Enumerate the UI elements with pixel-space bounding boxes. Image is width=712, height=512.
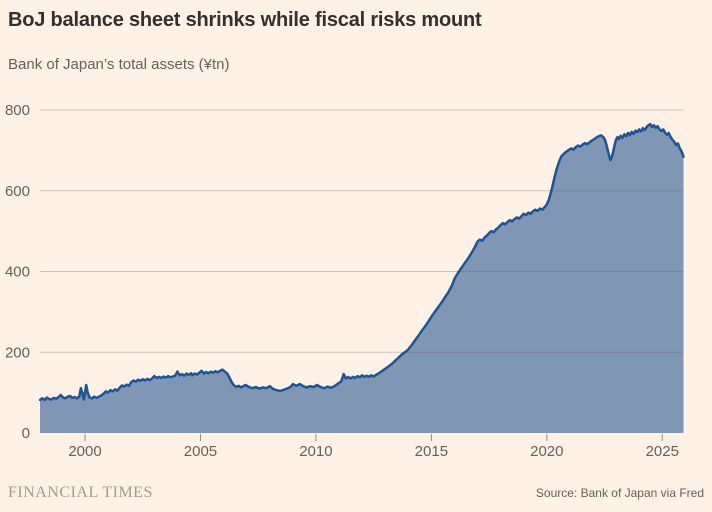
x-axis-label-2025: 2025: [646, 443, 679, 460]
chart-title: BoJ balance sheet shrinks while fiscal r…: [8, 9, 482, 31]
financial-times-logo: FINANCIAL TIMES: [8, 484, 153, 501]
y-axis-label-200: 200: [5, 344, 30, 361]
y-axis-label-400: 400: [5, 264, 30, 281]
x-axis-label-2020: 2020: [530, 443, 563, 460]
x-axis-label-2005: 2005: [184, 443, 217, 460]
chart-header: BoJ balance sheet shrinks while fiscal r…: [8, 8, 704, 32]
x-axis-label-2015: 2015: [415, 443, 448, 460]
y-axis-label-600: 600: [5, 183, 30, 200]
x-axis-label-2010: 2010: [299, 443, 332, 460]
area-fill: [40, 124, 684, 433]
x-axis-label-2000: 2000: [68, 443, 101, 460]
y-axis-label-800: 800: [5, 102, 30, 119]
data-line: [38, 122, 685, 402]
y-axis-label-0: 0: [22, 425, 30, 442]
source-caption: Source: Bank of Japan via Fred: [535, 486, 704, 500]
chart-subtitle: Bank of Japan’s total assets (¥tn): [8, 56, 230, 73]
